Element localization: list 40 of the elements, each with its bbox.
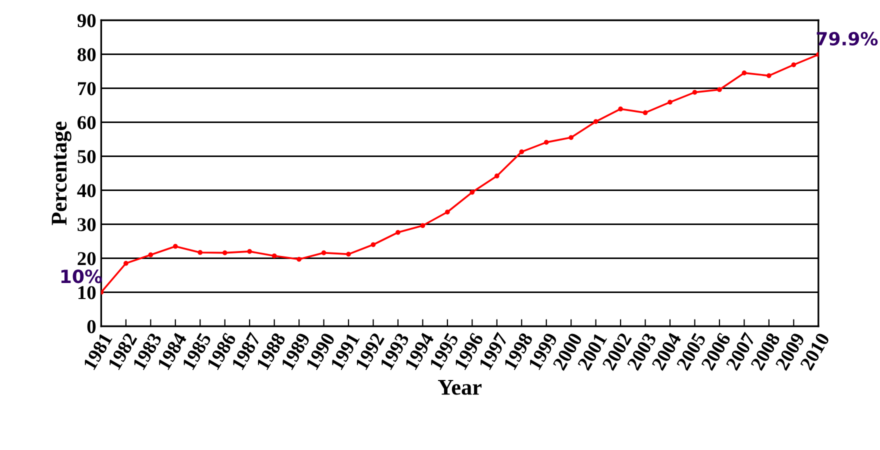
point xyxy=(124,260,128,266)
x-axis-title: Year xyxy=(438,380,482,395)
y-tick-label: 0 xyxy=(87,320,96,334)
y-tick-label: 50 xyxy=(78,150,96,164)
y-tick-label: 40 xyxy=(77,184,96,198)
y-axis-title: Percentage xyxy=(52,122,72,226)
y-tick-label: 90 xyxy=(77,14,96,28)
point xyxy=(568,135,574,140)
y-tick-label: 70 xyxy=(78,82,96,96)
point xyxy=(791,62,796,68)
point xyxy=(494,174,500,178)
y-tick-label: 30 xyxy=(78,218,96,232)
point xyxy=(766,73,772,78)
point xyxy=(321,250,326,256)
y-tick-label: 20 xyxy=(78,252,96,266)
point xyxy=(420,223,426,228)
point xyxy=(198,250,203,255)
y-tick-label: 60 xyxy=(78,116,96,130)
point xyxy=(296,256,302,262)
point xyxy=(642,110,648,116)
point xyxy=(247,249,252,254)
point xyxy=(618,106,623,112)
point xyxy=(692,90,698,95)
point xyxy=(668,100,672,105)
point xyxy=(742,70,747,76)
point xyxy=(172,244,178,249)
point xyxy=(519,149,524,154)
point xyxy=(593,119,598,124)
point xyxy=(370,242,376,248)
point xyxy=(396,230,400,235)
point xyxy=(470,190,475,195)
point xyxy=(544,140,549,145)
point xyxy=(222,250,228,256)
point xyxy=(148,252,154,258)
point xyxy=(346,252,351,257)
point xyxy=(445,210,450,214)
y-tick-label: 10 xyxy=(78,286,96,300)
point xyxy=(717,87,722,92)
point xyxy=(272,253,277,258)
y-tick-label: 80 xyxy=(78,48,96,62)
